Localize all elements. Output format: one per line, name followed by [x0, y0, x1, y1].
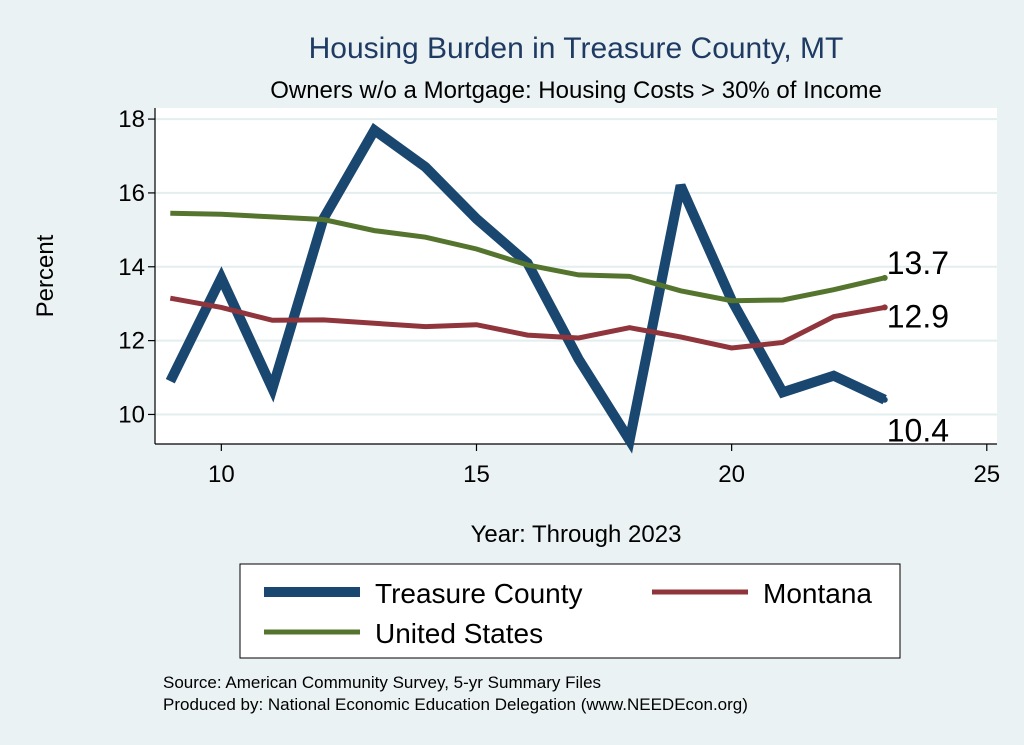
- legend: Treasure County Montana United States: [239, 563, 901, 659]
- series-end-point: [881, 304, 888, 311]
- chart-subtitle: Owners w/o a Mortgage: Housing Costs > 3…: [270, 77, 882, 104]
- end-labels: 10.4 12.9 13.7: [887, 245, 949, 449]
- y-axis-label: Percent: [32, 234, 59, 317]
- end-value-label: 10.4: [887, 413, 949, 449]
- series-group: [165, 122, 888, 454]
- series-line-united-states: [170, 210, 886, 304]
- chart-title: Housing Burden in Treasure County, MT: [309, 32, 844, 65]
- legend-label-montana: Montana: [763, 578, 872, 609]
- produced-note: Produced by: National Economic Education…: [163, 695, 748, 714]
- source-note: Source: American Community Survey, 5-yr …: [163, 673, 601, 692]
- end-value-label: 13.7: [887, 245, 949, 281]
- y-tick-label: 14: [118, 254, 145, 281]
- y-tick-label: 12: [118, 328, 145, 355]
- grid: [155, 118, 997, 416]
- series-end-point: [881, 396, 888, 403]
- y-tick-label: 18: [118, 106, 145, 133]
- end-value-label: 12.9: [887, 298, 949, 334]
- y-tick-label: 10: [118, 401, 145, 428]
- x-axis-label: Year: Through 2023: [471, 521, 682, 548]
- series-line-montana: [169, 295, 886, 351]
- x-tick-label: 15: [463, 461, 490, 488]
- x-tick-label: 20: [718, 461, 745, 488]
- x-tick-label: 10: [208, 461, 235, 488]
- legend-box: [239, 563, 901, 659]
- y-tick-label: 16: [118, 180, 145, 207]
- legend-label-treasure-county: Treasure County: [375, 578, 583, 609]
- series-end-point: [881, 274, 888, 281]
- x-tick-label: 25: [973, 461, 1000, 488]
- y-ticks: 10 12 14 16 18: [118, 106, 155, 428]
- legend-label-united-states: United States: [375, 618, 543, 649]
- x-ticks: 10 15 20 25: [208, 444, 1000, 488]
